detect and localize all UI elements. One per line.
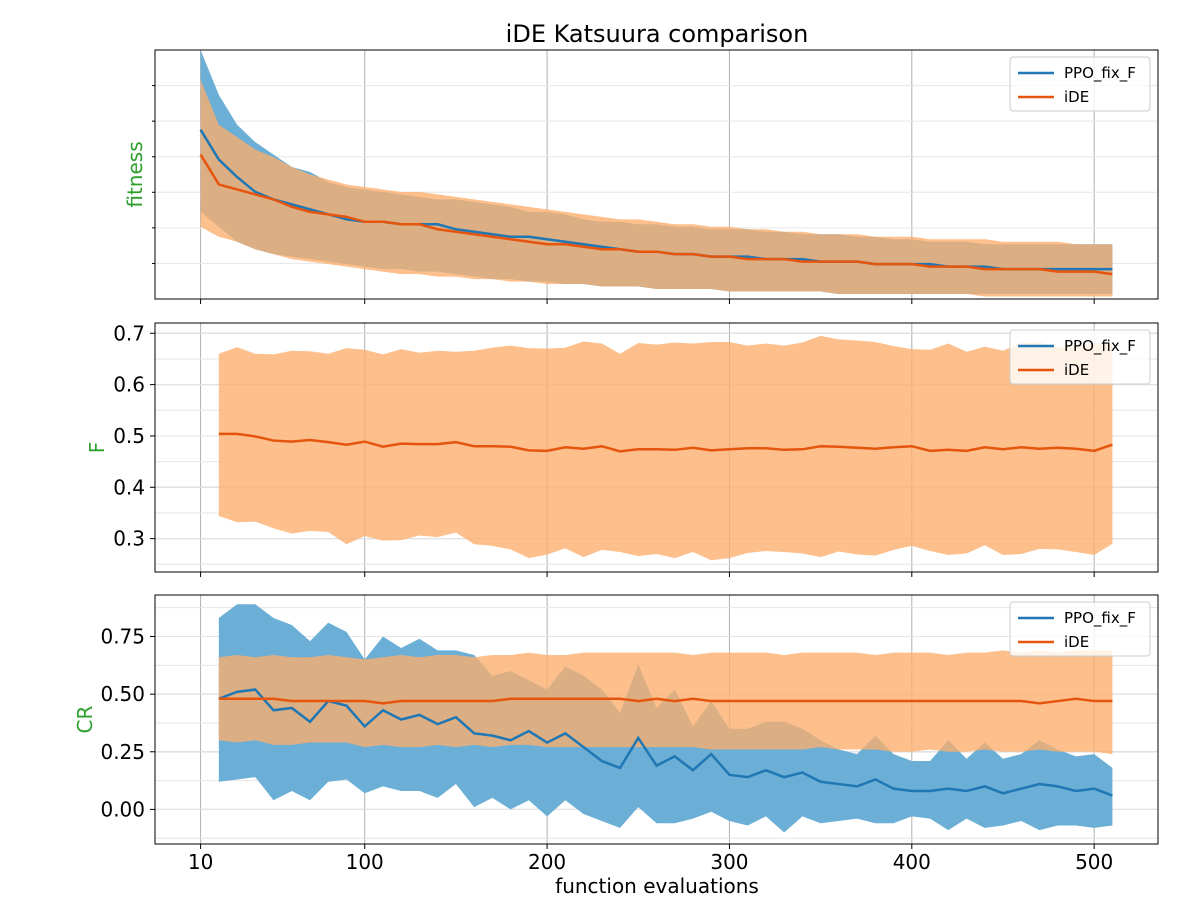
x-tick-label: 300 [710,850,748,874]
x-tick-label: 200 [528,850,566,874]
panel-2: 10 100 200 300 400 500 0.00 0.25 0.50 0.75 CR PPO_f… [73,594,1159,874]
y-tick-label: 0.75 [100,625,145,649]
y-tick-label: 0.5 [113,424,145,448]
legend-label-PPO_fix_F: PPO_fix_F [1064,64,1136,83]
axes-frame [154,594,1159,845]
series-line-iDE [218,432,1113,453]
y-tick-label: 0.00 [100,797,145,821]
legend-label-PPO_fix_F: PPO_fix_F [1064,337,1136,356]
series-line-iDE [218,697,1113,705]
legend: PPO_fix_F iDE [1009,601,1151,657]
axes-frame [154,322,1159,573]
y-tick-label: 0.7 [113,321,145,345]
legend-label-iDE: iDE [1064,361,1089,379]
x-tick-label: 400 [893,850,931,874]
legend-label-iDE: iDE [1064,633,1089,651]
x-axis-label: function evaluations [555,874,759,898]
legend-label-PPO_fix_F: PPO_fix_F [1064,609,1136,628]
y-axis-label: F [85,442,109,454]
legend: PPO_fix_F iDE [1009,329,1151,385]
y-tick-label: 0.4 [113,475,145,499]
y-tick-label: 0.50 [100,682,145,706]
x-tick-label: 10 [188,850,213,874]
band-iDE [218,335,1113,561]
series-line-PPO_fix_F [218,688,1113,797]
legend: PPO_fix_F iDE [1009,56,1151,112]
y-axis-label: CR [73,705,97,733]
y-tick-label: 0.6 [113,373,145,397]
y-tick-label: 0.25 [100,740,145,764]
band-iDE [218,650,1113,755]
panel-0: fitness PPO_fix_F iDE [123,49,1159,304]
x-tick-label: 500 [1075,850,1113,874]
band-iDE [200,79,1113,297]
y-tick-label: 0.3 [113,527,145,551]
legend-label-iDE: iDE [1064,88,1089,106]
chart-title: iDE Katsuura comparison [506,20,809,48]
panel-1: 0.3 0.4 0.5 0.6 0.7 F PPO_fix_F iDE [85,321,1159,577]
y-axis-label: fitness [123,141,147,207]
x-tick-label: 100 [346,850,384,874]
axes-frame [154,49,1159,300]
